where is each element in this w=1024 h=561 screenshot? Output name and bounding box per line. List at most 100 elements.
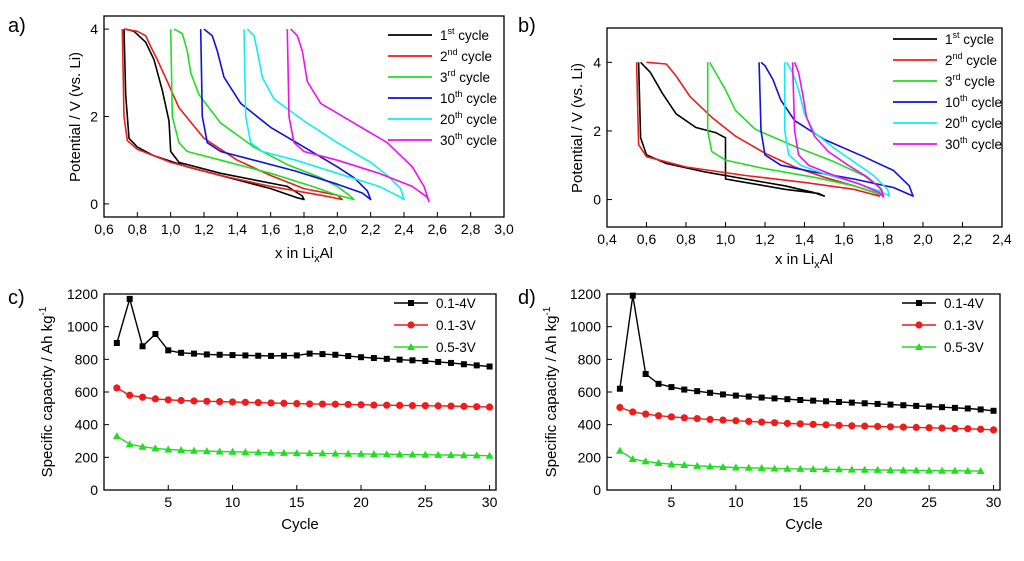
x-tick-label: 15 xyxy=(289,494,305,510)
data-point-0-1-4v xyxy=(190,350,197,357)
data-point-0-5-3v xyxy=(950,466,959,474)
x-tick-label: 3,0 xyxy=(494,221,514,237)
data-point-0-1-3v xyxy=(861,422,869,430)
legend-entry: 2nd cycle xyxy=(440,47,492,64)
data-point-0-1-3v xyxy=(873,422,882,431)
data-point-0-1-3v xyxy=(745,417,753,425)
data-point-0-1-3v xyxy=(642,410,650,418)
data-point-0-1-3v xyxy=(306,400,314,408)
x-tick-label: 2,6 xyxy=(428,221,448,237)
y-tick-label: 4 xyxy=(90,21,98,37)
data-point-0-1-4v xyxy=(306,350,313,357)
data-point-0-5-3v xyxy=(925,466,934,474)
x-tick-label: 2,0 xyxy=(913,231,933,247)
x-tick-label: 1,0 xyxy=(716,231,736,247)
data-point-0-1-4v xyxy=(797,397,804,404)
series-line-0-5-3v xyxy=(116,435,490,457)
data-point-0-1-4v xyxy=(165,347,172,354)
data-point-0-1-4v xyxy=(823,398,830,405)
data-point-0-1-3v xyxy=(421,402,429,410)
panel-a-x-axis-label: x in LixAl xyxy=(275,245,333,265)
y-tick-label: 600 xyxy=(578,384,602,400)
data-point-0-1-4v xyxy=(255,352,262,359)
y-tick-label: 4 xyxy=(593,54,601,70)
data-point-0-1-3v xyxy=(989,426,998,434)
data-point-0-5-3v xyxy=(615,446,624,454)
panel-d-axes-frame xyxy=(606,293,1001,491)
data-point-0-1-4v xyxy=(964,405,971,412)
y-tick-label: 0 xyxy=(593,482,601,498)
data-point-0-1-3v xyxy=(383,401,391,409)
data-point-0-1-3v xyxy=(693,415,701,423)
x-tick-label: 0,8 xyxy=(128,221,148,237)
panel-b-x-axis-label: x in LixAl xyxy=(775,251,833,271)
data-point-0-1-4v xyxy=(694,388,701,395)
data-point-0-1-4v xyxy=(409,357,416,364)
data-point-0-5-3v xyxy=(331,449,340,457)
data-point-0-5-3v xyxy=(641,457,650,465)
data-point-0-1-4v xyxy=(460,361,467,368)
y-tick-label: 0 xyxy=(90,196,98,212)
data-point-0-5-3v xyxy=(292,449,301,457)
legend-entry: 10th cycle xyxy=(945,93,1002,110)
legend-entry: 0.1-3V xyxy=(944,318,984,333)
data-point-0-1-3v xyxy=(964,425,972,433)
data-point-0-1-4v xyxy=(396,356,403,363)
data-point-0-5-3v xyxy=(834,465,843,473)
data-point-0-5-3v xyxy=(382,450,391,458)
data-point-0-1-4v xyxy=(216,351,223,358)
data-point-0-1-4v xyxy=(383,355,390,362)
data-point-0-5-3v xyxy=(125,440,134,448)
y-tick-label: 200 xyxy=(578,449,602,465)
data-point-0-1-3v xyxy=(408,401,417,410)
data-point-0-1-3v xyxy=(241,398,249,406)
x-tick-label: 2,2 xyxy=(953,231,973,247)
panel-c-legend: 0.1-4V 0.1-3V 0.5-3V xyxy=(394,296,476,355)
data-point-0-1-4v xyxy=(139,343,146,350)
data-point-0-1-3v xyxy=(460,402,468,410)
data-point-0-5-3v xyxy=(344,449,353,457)
legend-entry: 0.1-4V xyxy=(944,296,984,311)
x-tick-label: 0,6 xyxy=(637,231,657,247)
legend-marker xyxy=(915,343,923,350)
data-point-0-5-3v xyxy=(667,460,676,468)
y-tick-label: 1200 xyxy=(67,286,98,302)
panel-d-ticks: 5 10 15 20 25 30 0 200 400 600 800 1000 1200 xyxy=(570,286,1002,510)
data-point-0-1-4v xyxy=(280,352,287,359)
x-tick-label: 1,4 xyxy=(795,231,815,247)
data-point-0-1-4v xyxy=(203,351,210,358)
data-point-0-5-3v xyxy=(731,463,740,471)
data-point-0-5-3v xyxy=(938,466,947,474)
data-point-0-1-3v xyxy=(370,401,378,409)
panel-b-label: b) xyxy=(518,15,536,37)
y-tick-label: 400 xyxy=(578,417,602,433)
series-line-0-1-3v xyxy=(619,406,994,431)
data-point-0-5-3v xyxy=(254,448,263,456)
data-point-0-1-3v xyxy=(293,399,301,408)
y-tick-label: 2 xyxy=(90,109,98,125)
y-tick-label: 1200 xyxy=(570,286,601,302)
data-point-0-5-3v xyxy=(305,449,314,457)
data-point-0-5-3v xyxy=(202,447,211,455)
legend-entry: 1st cycle xyxy=(440,26,489,43)
data-point-0-1-4v xyxy=(229,352,236,359)
data-point-0-1-4v xyxy=(939,404,946,411)
data-point-0-1-3v xyxy=(977,425,985,433)
data-point-0-1-3v xyxy=(667,413,676,421)
data-point-0-5-3v xyxy=(177,446,186,454)
data-point-0-1-4v xyxy=(926,403,933,410)
data-point-0-1-3v xyxy=(357,401,365,409)
series-line-0-1-4v xyxy=(116,298,490,368)
data-point-0-1-3v xyxy=(318,400,327,408)
data-point-0-1-4v xyxy=(861,400,868,407)
data-point-0-1-3v xyxy=(164,396,172,404)
legend-entry: 3rd cycle xyxy=(440,68,490,85)
data-point-0-5-3v xyxy=(718,462,727,470)
data-point-0-5-3v xyxy=(822,465,831,473)
x-tick-label: 5 xyxy=(668,494,676,510)
data-point-0-1-3v xyxy=(822,421,830,429)
data-point-0-5-3v xyxy=(267,448,276,456)
data-point-0-1-3v xyxy=(925,424,933,432)
series-line-1st-cycle xyxy=(637,61,826,197)
legend-marker xyxy=(407,321,415,329)
